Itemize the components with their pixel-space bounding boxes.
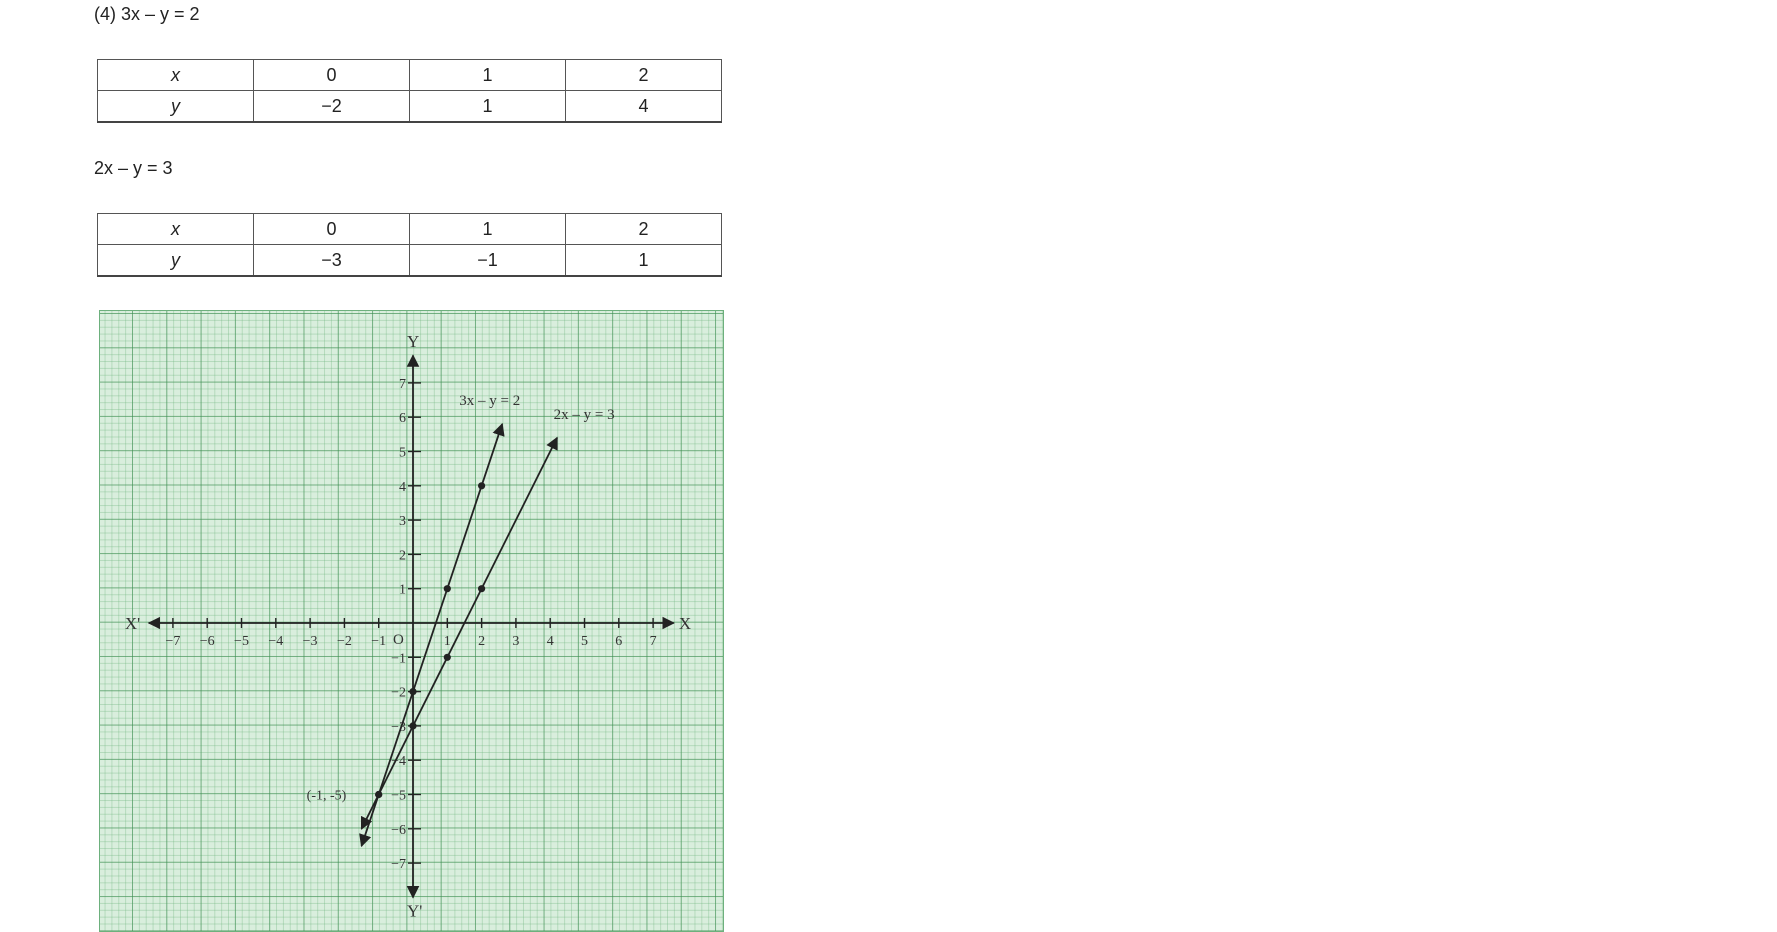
y-tick-label: −5	[391, 789, 406, 804]
table-cell: 0	[254, 214, 410, 245]
table-row: x 0 1 2	[98, 60, 722, 91]
data-point	[409, 688, 416, 695]
equation-1-number: (4)	[94, 4, 116, 24]
table-cell: 1	[410, 60, 566, 91]
equation-1-value-table: x 0 1 2 y −2 1 4	[97, 59, 722, 123]
y-tick-label: −7	[391, 857, 406, 872]
data-point	[375, 791, 382, 798]
y-tick-label: −1	[391, 651, 406, 666]
y-axis-label: Y	[407, 332, 419, 351]
data-point	[444, 585, 451, 592]
line-label: 2x – y = 3	[554, 407, 615, 423]
x-tick-label: −4	[268, 634, 283, 649]
x-tick-label: −3	[303, 634, 318, 649]
x-header-cell: x	[98, 214, 254, 245]
y-neg-axis-label: Y'	[407, 901, 422, 920]
x-tick-label: −6	[200, 634, 215, 649]
graph-plot: X X' Y Y' O −7 −6 −5 −4 −3 −2 −1 1 2 3 4 5 6 7 7 6 5 4 3 2 1 −1 −2 −…	[100, 311, 724, 932]
y-tick-label: 6	[399, 411, 406, 426]
y-tick-label: 4	[399, 480, 406, 495]
y-tick-label: −2	[391, 686, 406, 701]
data-point	[478, 482, 485, 489]
x-tick-label: 5	[581, 634, 588, 649]
y-header-cell: y	[98, 245, 254, 277]
x-tick-label: 4	[547, 634, 554, 649]
x-tick-label: −2	[337, 634, 352, 649]
table-cell: −3	[254, 245, 410, 277]
equation-2-heading: 2x – y = 3	[94, 157, 173, 179]
x-axis-label: X	[679, 614, 691, 633]
origin-label: O	[393, 632, 404, 648]
y-header-cell: y	[98, 91, 254, 123]
x-tick-label: −1	[371, 634, 386, 649]
intersection-label: (-1, -5)	[307, 789, 347, 804]
table-row: y −2 1 4	[98, 91, 722, 123]
y-tick-label: 3	[399, 514, 406, 529]
y-tick-label: 5	[399, 446, 406, 461]
x-tick-label: −7	[165, 634, 180, 649]
x-tick-label: 1	[444, 634, 451, 649]
y-tick-label: 7	[399, 377, 406, 392]
table-cell: 1	[410, 91, 566, 123]
table-cell: 4	[566, 91, 722, 123]
data-point	[409, 722, 416, 729]
table-cell: 1	[566, 245, 722, 277]
table-cell: 1	[410, 214, 566, 245]
table-row: x 0 1 2	[98, 214, 722, 245]
x-tick-label: −5	[234, 634, 249, 649]
table-row: y −3 −1 1	[98, 245, 722, 277]
table-cell: −2	[254, 91, 410, 123]
data-point	[478, 585, 485, 592]
data-point	[444, 654, 451, 661]
graph-paper: X X' Y Y' O −7 −6 −5 −4 −3 −2 −1 1 2 3 4 5 6 7 7 6 5 4 3 2 1 −1 −2 −…	[99, 310, 724, 932]
table-cell: 0	[254, 60, 410, 91]
x-tick-label: 2	[478, 634, 485, 649]
line-label: 3x – y = 2	[459, 393, 520, 409]
equation-1-heading: (4) 3x – y = 2	[94, 3, 200, 25]
table-cell: 2	[566, 214, 722, 245]
x-tick-label: 7	[650, 634, 657, 649]
equation-2-label: 2x – y = 3	[94, 158, 173, 178]
x-tick-label: 6	[615, 634, 622, 649]
x-neg-axis-label: X'	[125, 614, 140, 633]
equation-1-label: 3x – y = 2	[121, 4, 200, 24]
x-tick-label: 3	[512, 634, 519, 649]
series-line	[362, 438, 558, 829]
y-tick-label: 2	[399, 548, 406, 563]
x-header-cell: x	[98, 60, 254, 91]
y-tick-label: −6	[391, 823, 406, 838]
table-cell: −1	[410, 245, 566, 277]
y-tick-label: 1	[399, 583, 406, 598]
equation-2-value-table: x 0 1 2 y −3 −1 1	[97, 213, 722, 277]
table-cell: 2	[566, 60, 722, 91]
